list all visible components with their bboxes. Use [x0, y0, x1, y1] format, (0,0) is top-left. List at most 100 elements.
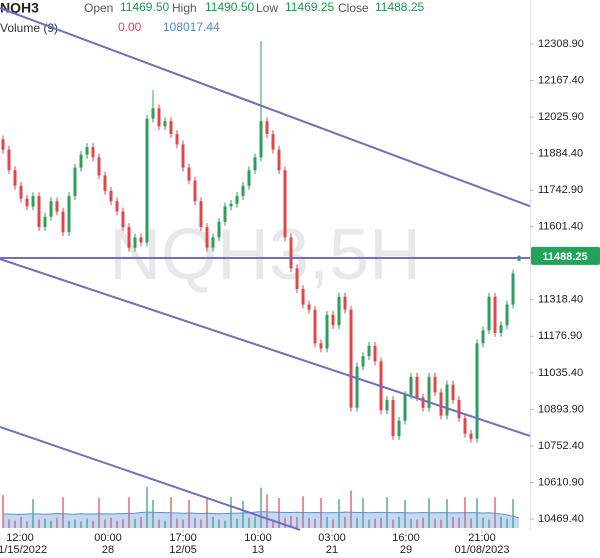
y-tick-label: 10610.90	[538, 476, 584, 488]
volume-bar	[422, 517, 424, 528]
volume-bar	[284, 517, 286, 528]
x-tick-label: 03:00	[318, 532, 346, 544]
candle-body	[313, 309, 317, 344]
candle-body	[391, 400, 395, 437]
candle-body	[403, 394, 407, 421]
x-tick-label: 17:00	[169, 532, 197, 544]
candle-body	[121, 211, 125, 228]
candle-body	[475, 343, 479, 439]
candle-body	[295, 268, 299, 290]
volume-bar	[458, 517, 460, 528]
volume-label: Volume (9)	[0, 21, 58, 35]
volume-bar	[482, 517, 484, 528]
volume-bar	[236, 518, 238, 528]
volume-bar	[350, 490, 352, 528]
candle-body	[421, 397, 425, 408]
volume-bar	[242, 500, 244, 528]
last-price-tag	[531, 246, 600, 265]
candle-body	[271, 134, 275, 150]
volume-bar	[50, 520, 52, 528]
candle-body	[163, 121, 167, 127]
volume-bar	[368, 519, 370, 528]
volume-ma-area	[3, 511, 520, 528]
y-tick-label: 11601.40	[538, 221, 583, 233]
candle-body	[283, 170, 287, 238]
candle-body	[211, 237, 215, 248]
volume-bar	[500, 516, 502, 528]
candle-body	[13, 170, 17, 186]
low-value: 11469.25	[285, 0, 334, 14]
candle-body	[277, 149, 281, 171]
candle-body	[445, 384, 449, 416]
candle-body	[253, 157, 257, 171]
volume-bar	[254, 516, 256, 528]
volume-bar	[14, 520, 16, 528]
candle-body	[133, 237, 137, 248]
y-tick-label: 12308.90	[538, 38, 584, 50]
volume-bar	[494, 497, 496, 528]
volume-bar	[392, 519, 394, 528]
volume-bar	[512, 498, 514, 528]
volume-bar	[398, 516, 400, 528]
candle-body	[43, 216, 47, 228]
close-label: Close	[338, 1, 369, 15]
volume-bar	[218, 519, 220, 528]
candle-body	[463, 418, 467, 434]
candle-body	[91, 147, 95, 158]
volume-bar	[134, 518, 136, 528]
candle-body	[259, 121, 263, 158]
volume-bar	[44, 518, 46, 528]
volume-bar	[74, 519, 76, 528]
volume-bar	[38, 519, 40, 528]
volume-bar	[380, 517, 382, 528]
candle-body	[355, 366, 359, 408]
volume-bar	[296, 516, 298, 528]
y-tick-label: 10893.90	[538, 403, 584, 415]
candle-body	[25, 198, 29, 207]
candle-body	[235, 196, 239, 204]
volume-bar	[86, 518, 88, 528]
candle-body	[301, 289, 305, 305]
candle-body	[229, 203, 233, 207]
candle-body	[241, 185, 245, 197]
x-tick-label: 10:00	[244, 532, 272, 544]
candle-body	[223, 206, 227, 222]
candle-body	[157, 108, 161, 127]
volume-bar	[356, 517, 358, 528]
x-tick-date: 21	[326, 544, 338, 556]
candle-body	[289, 237, 293, 269]
volume-bar	[434, 518, 436, 528]
volume-bar	[158, 519, 160, 528]
volume-bar	[404, 499, 406, 528]
candle-body	[37, 196, 41, 228]
candle-body	[31, 196, 35, 207]
volume-bar	[182, 519, 184, 528]
volume-value: 0.00	[118, 20, 142, 34]
candle-body	[247, 170, 251, 186]
candle-body	[265, 121, 269, 135]
candle-body	[319, 343, 323, 349]
close-value: 11488.25	[375, 0, 424, 14]
volume-bar	[176, 518, 178, 528]
volume-bar	[20, 516, 22, 528]
volume-bar	[506, 518, 508, 528]
y-tick-label: 11176.90	[538, 330, 582, 342]
volume-bar	[200, 519, 202, 528]
volume-ma-line	[2, 511, 520, 519]
volume-bar	[326, 516, 328, 528]
candle-body	[373, 345, 377, 362]
volume-bar	[272, 519, 274, 528]
volume-bar	[104, 519, 106, 528]
candle-body	[145, 118, 149, 243]
candle-body	[439, 392, 443, 416]
volume-bar	[488, 519, 490, 528]
candle-body	[85, 147, 89, 155]
volume-bar	[290, 515, 292, 528]
x-tick-date: 11/15/2022	[0, 544, 47, 556]
volume-bar	[440, 519, 442, 528]
candle-body	[493, 296, 497, 333]
trend-line	[0, 7, 531, 208]
x-tick-date: 29	[400, 544, 412, 556]
